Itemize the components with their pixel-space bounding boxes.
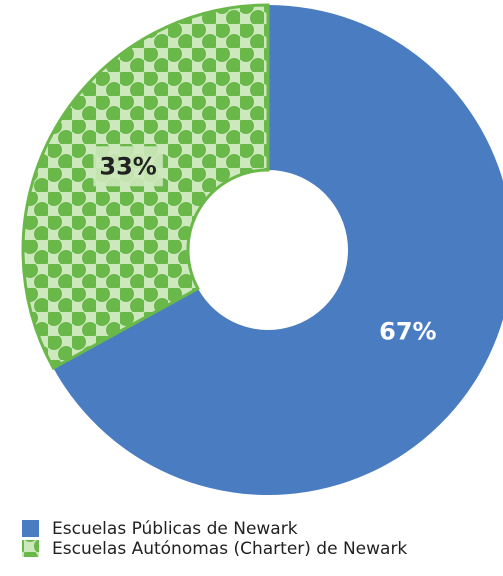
legend-swatch — [22, 520, 39, 537]
value-label: 33% — [99, 152, 156, 180]
labels: 67% 33% — [93, 146, 437, 346]
legend-label: Escuelas Públicas de Newark — [52, 519, 298, 539]
label-background — [93, 146, 163, 187]
slices — [21, 3, 503, 495]
legend-swatch — [22, 540, 39, 557]
slice — [21, 3, 270, 371]
value-label: 67% — [379, 318, 436, 346]
legend-label: Escuelas Autónomas (Charter) de Newark — [52, 539, 407, 559]
slice — [53, 5, 503, 495]
